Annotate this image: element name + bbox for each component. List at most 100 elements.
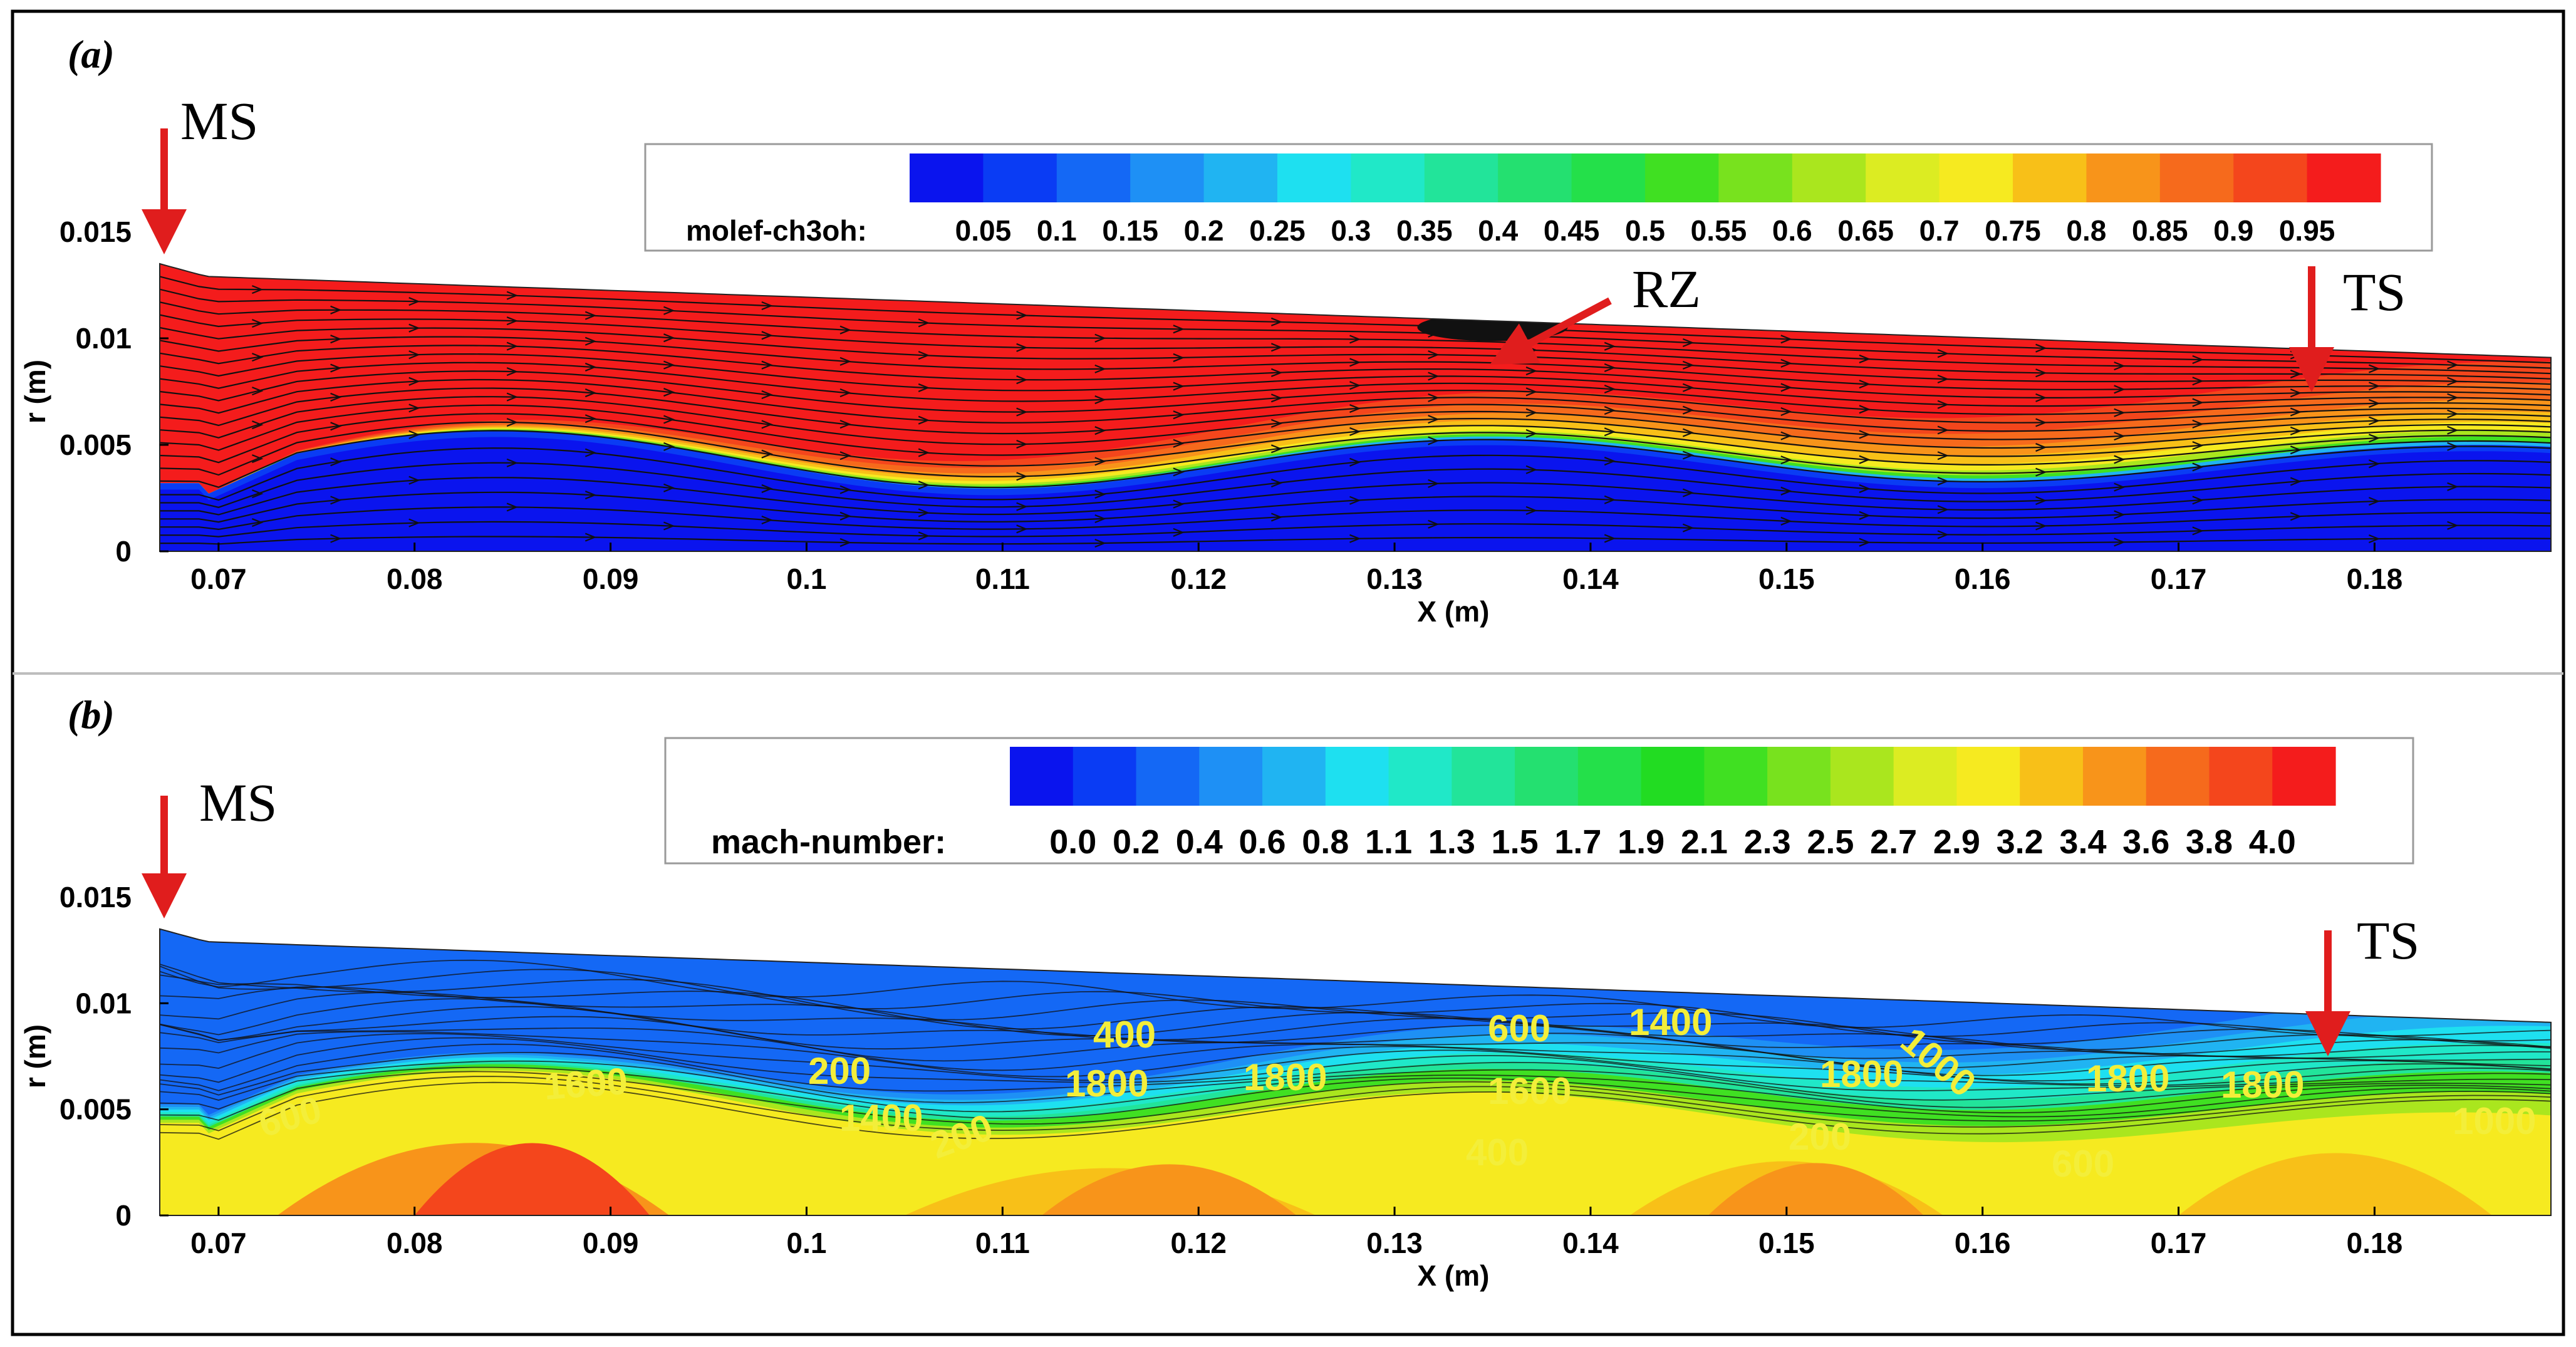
colorbar-tick-label: 0.15	[1102, 214, 1158, 247]
streamline	[160, 413, 2551, 467]
streamline-arrow	[1016, 343, 1028, 352]
field-jet-core	[160, 437, 2551, 551]
x-tick-label: 0.12	[1170, 563, 1227, 595]
streamline-arrow	[663, 388, 675, 397]
streamline-arrow	[2192, 496, 2204, 505]
streamline-arrow	[506, 341, 519, 351]
streamline-arrow	[330, 363, 342, 373]
streamline-arrow	[252, 489, 264, 499]
x-tick-label: 0.13	[1366, 1227, 1423, 1259]
streamline-arrow	[1859, 354, 1871, 363]
streamline-arrow	[2035, 496, 2047, 506]
streamline-arrow	[918, 448, 930, 457]
x-tick-label: 0.11	[975, 563, 1030, 595]
streamline-arrow	[1349, 427, 1361, 436]
contour-line	[160, 1066, 2551, 1120]
colorbar-swatch	[1577, 747, 1642, 806]
y-tick-label: 0.005	[60, 1093, 132, 1126]
streamline-arrow	[839, 388, 852, 398]
streamline-arrow	[839, 511, 852, 521]
colorbar-swatch	[2233, 153, 2308, 202]
colorbar-swatch	[1866, 153, 1940, 202]
streamline-arrow	[1937, 425, 1950, 435]
streamline-arrow	[1270, 343, 1283, 352]
streamline	[160, 378, 2551, 432]
contour-line	[160, 1037, 2551, 1091]
streamline-arrow	[2369, 398, 2381, 408]
colorbar-swatch	[1136, 747, 1200, 806]
contour-label: 200	[808, 1050, 871, 1092]
streamline-arrow	[1682, 450, 1695, 460]
streamline-arrow	[2290, 512, 2302, 521]
streamline-arrow	[761, 301, 773, 311]
x-tick-label: 0.15	[1758, 1227, 1815, 1259]
streamline-arrow	[918, 318, 930, 328]
streamline-arrow	[918, 415, 930, 425]
streamline-arrow	[1016, 472, 1028, 481]
colorbar-swatch	[2082, 747, 2147, 806]
x-tick-label: 0.17	[2151, 563, 2207, 595]
streamline-arrow	[839, 451, 852, 460]
panel-b-colorbar: 0.0 0.2 0.4 0.6 0.8 1.1 1.3 1.5 1.7 1.9 2.1 2.3 2.5 2…	[1010, 747, 2336, 861]
streamline-arrow	[408, 476, 420, 485]
streamline-arrow	[2369, 382, 2381, 391]
streamline-arrow	[1270, 512, 1283, 522]
streamline-arrow	[2035, 467, 2047, 477]
shock-cell	[1708, 1163, 1924, 1215]
streamline-arrow	[1173, 467, 1185, 477]
panel-b-plot	[159, 928, 2552, 1216]
contour-label: 400	[1093, 1014, 1156, 1056]
colorbar-swatch	[1645, 153, 1719, 202]
streamline-arrow	[761, 515, 773, 524]
y-axis-label: r (m)	[19, 360, 51, 424]
streamline-arrow	[584, 491, 597, 500]
streamline-arrow	[506, 458, 519, 467]
streamline-arrow	[663, 306, 675, 315]
streamline-arrow	[663, 360, 675, 370]
streamline-arrow	[2369, 364, 2381, 373]
colorbar-tick-label: 0.0	[1049, 823, 1096, 861]
x-tick-label: 0.09	[583, 1227, 639, 1259]
streamline-arrow	[1173, 499, 1185, 509]
streamline-arrow	[1525, 367, 1538, 376]
x-tick-label: 0.11	[975, 1227, 1030, 1259]
colorbar-swatch	[1515, 747, 1579, 806]
streamline-arrow	[2114, 455, 2126, 464]
streamline-arrow	[1604, 384, 1616, 394]
streamline	[160, 314, 2551, 380]
colorbar-tick-label: 0.35	[1396, 214, 1453, 247]
streamline-arrow	[1525, 429, 1538, 438]
colorbar-tick-label: 3.8	[2186, 823, 2233, 861]
streamline	[160, 430, 2551, 489]
streamline-arrow	[1349, 358, 1361, 367]
streamline	[160, 387, 2551, 440]
streamline-arrow	[1094, 489, 1106, 499]
y-tick-label: 0	[115, 535, 132, 568]
streamline-arrow	[1682, 405, 1695, 415]
streamline-arrow	[1859, 511, 1871, 520]
y-tick-label: 0	[115, 1199, 132, 1232]
streamline-arrow	[1094, 514, 1106, 523]
streamline-arrow	[1349, 496, 1361, 505]
x-tick-label: 0.18	[2347, 1227, 2403, 1259]
streamline-arrow	[330, 496, 342, 505]
streamline-arrow	[918, 351, 930, 360]
streamline-arrow	[506, 367, 519, 377]
x-tick-label: 0.17	[2151, 1227, 2207, 1259]
colorbar-swatch	[1262, 747, 1326, 806]
streamline-arrow	[1682, 383, 1695, 392]
colorbar-tick-label: 0.85	[2132, 214, 2188, 247]
contour-line	[160, 959, 2551, 1037]
streamline-arrow	[584, 448, 597, 457]
streamline-arrow	[839, 538, 852, 547]
x-tick-label: 0.16	[1955, 563, 2011, 595]
streamline-arrow	[918, 508, 930, 517]
x-axis-label: X (m)	[1417, 1259, 1489, 1292]
contour-label: 200	[1789, 1116, 1851, 1158]
colorbar-tick-label: 3.2	[1997, 823, 2044, 861]
streamline-arrow	[1937, 451, 1950, 460]
contour-label: 1800	[1065, 1063, 1148, 1105]
streamline-arrow	[1682, 523, 1695, 533]
streamline-arrow	[839, 420, 852, 429]
contour-label: 1800	[2086, 1058, 2169, 1100]
